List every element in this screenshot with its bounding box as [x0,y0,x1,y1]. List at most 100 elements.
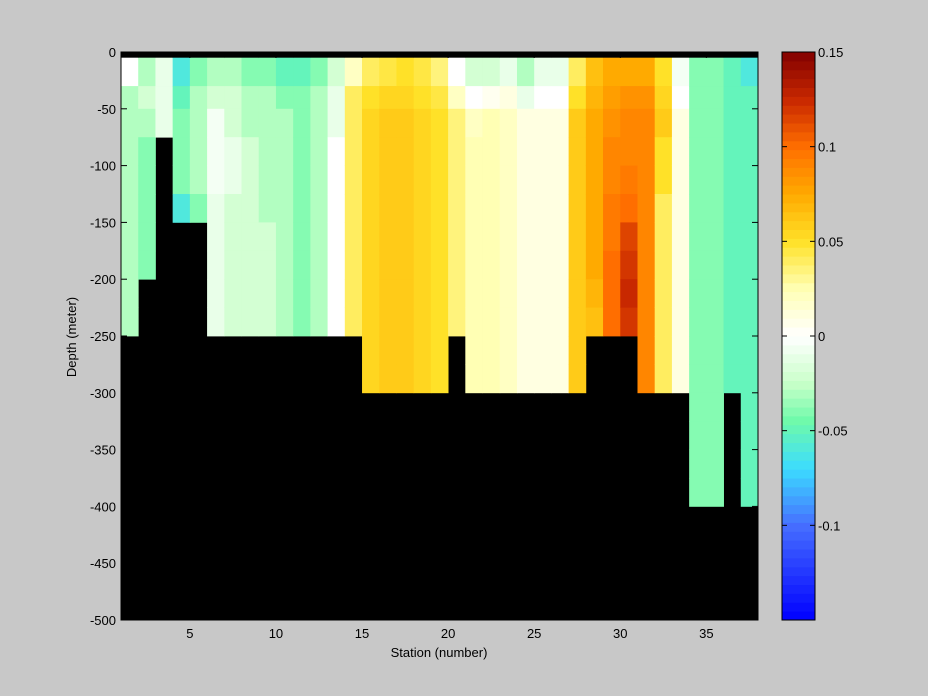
heatmap-cell [482,336,501,365]
heatmap-cell [723,336,742,365]
heatmap-cell [310,57,328,87]
heatmap-cell [499,86,518,110]
heatmap-cell [362,336,380,365]
heatmap-cell [534,250,552,280]
heatmap-cell [224,86,242,110]
heatmap-cell [258,222,277,252]
heatmap-cell [723,165,742,195]
x-tick-label: 5 [186,626,193,641]
heatmap-cell [482,57,501,87]
heatmap-cell [413,108,432,138]
heatmap-cell [534,86,552,110]
heatmap-cell [723,307,742,337]
heatmap-cell [568,364,587,394]
heatmap-cell [740,108,759,138]
heatmap-cell [121,108,139,138]
heatmap-cell [723,194,742,223]
heatmap-cell [671,108,690,138]
heatmap-cell [344,222,363,252]
heatmap-cell [327,57,346,87]
colorbar-swatch [782,256,815,266]
heatmap-cell [740,279,759,308]
heatmap-cell [654,307,673,337]
heatmap-cell [620,194,638,223]
colorbar-swatch [782,96,815,106]
heatmap-cell [516,250,535,280]
heatmap-cell [568,165,587,195]
heatmap-cell [138,57,156,87]
heatmap-cell [723,108,742,138]
heatmap-cell [258,250,277,280]
heatmap-cell [430,165,449,195]
heatmap-cell [499,307,518,337]
heatmap-cell [121,307,139,337]
colorbar-swatch [782,220,815,231]
heatmap-cell [430,222,449,252]
heatmap-cell [396,108,415,138]
x-axis-ticks: 5 10 15 20 25 30 35 [186,52,714,641]
heatmap-cell [172,86,191,110]
heatmap-cell [138,250,156,280]
heatmap-cell [327,250,346,280]
heatmap-cell [258,57,277,87]
heatmap-cell [344,57,363,87]
heatmap-cell [224,250,242,280]
heatmap-cell [637,57,656,87]
heatmap-cell [448,165,466,195]
heatmap-cell [689,279,724,308]
heatmap-cell [138,165,156,195]
heatmap-cell [568,307,587,337]
heatmap-cell [396,336,415,365]
colorbar-swatch [782,531,815,541]
heatmap-cell [430,336,449,365]
heatmap-cell [568,52,587,59]
heatmap-cell [465,194,483,223]
heatmap-cell [723,57,742,87]
heatmap-cell [121,86,139,110]
heatmap-cell [207,57,225,87]
heatmap-cell [344,108,363,138]
heatmap-cell [585,222,604,252]
heatmap-cell [327,108,346,138]
heatmap-cell [258,307,277,337]
heatmap-cell [172,137,191,166]
heatmap-cell [723,137,742,166]
heatmap-cell [172,194,191,223]
colorbar-swatch [782,540,815,550]
heatmap-cell [155,52,174,59]
heatmap-cell [430,86,449,110]
heatmap-cell [413,279,432,308]
colorbar-swatch [782,273,815,284]
heatmap-cell [585,108,604,138]
colorbar-swatch [782,433,815,444]
heatmap-cell [620,137,638,166]
heatmap-cell [603,279,621,308]
heatmap-cell [482,279,501,308]
heatmap-cell [310,250,328,280]
heatmap-cell [603,194,621,223]
heatmap-cell [155,57,174,87]
heatmap-cell [689,222,724,252]
heatmap-cell [344,194,363,223]
colorbar-swatch [782,575,815,586]
heatmap-cell [689,478,724,507]
colorbar-frame [781,51,816,621]
colorbar-swatch [782,238,815,248]
heatmap-cell [430,194,449,223]
heatmap-cell [275,250,294,280]
heatmap-cell [344,307,363,337]
colorbar-swatch [782,291,815,302]
colorbar-swatch [782,407,815,417]
heatmap-cell [362,222,380,252]
heatmap-cell [482,307,501,337]
colorbar-tick-label: -0.05 [818,424,848,439]
heatmap-cell [585,137,604,166]
heatmap-cell [189,137,208,166]
heatmap-cell [637,307,656,337]
heatmap-cell [448,307,466,337]
heatmap-cell [396,194,415,223]
colorbar-swatch [782,202,815,213]
heatmap-cell [551,52,570,59]
colorbar-swatch [782,584,815,594]
heatmap-cell [620,165,638,195]
